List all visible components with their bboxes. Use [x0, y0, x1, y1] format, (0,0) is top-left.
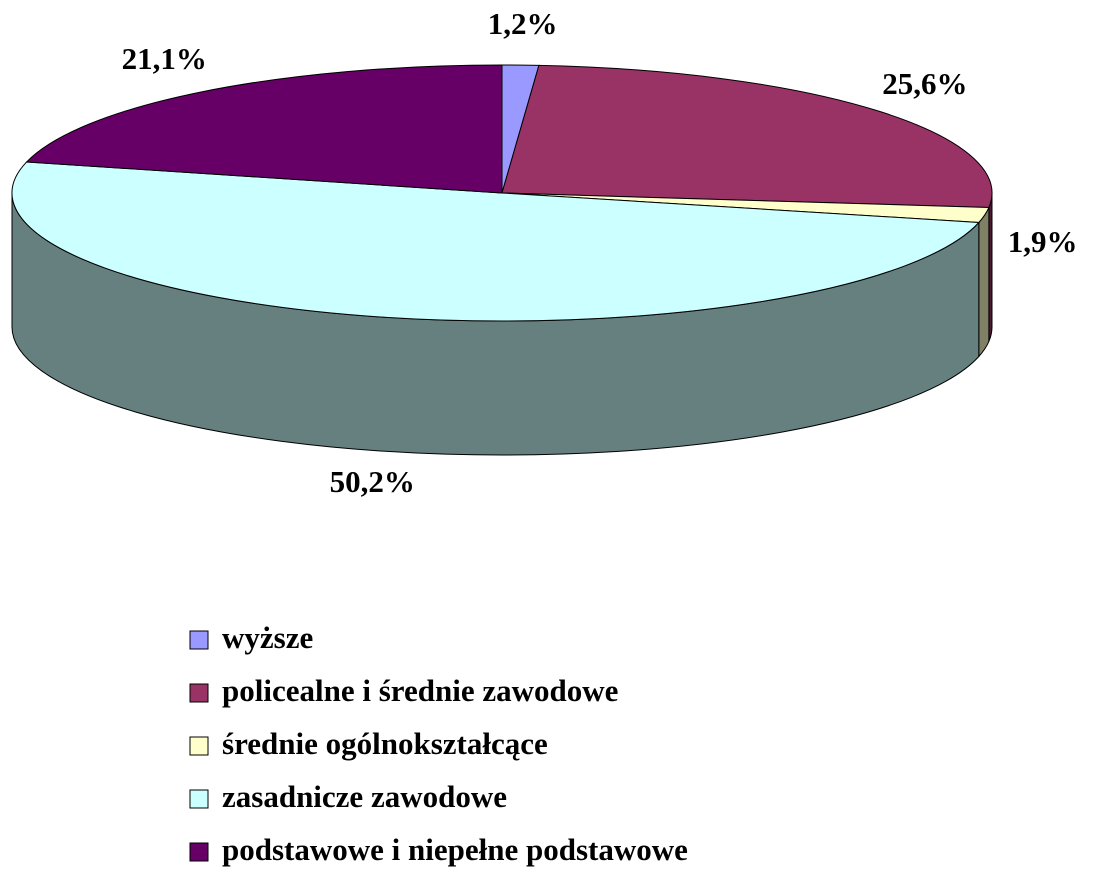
pie-slice: [11, 161, 980, 322]
legend-label: policealne i średnie zawodowe: [222, 673, 618, 708]
pie-slice: [501, 64, 993, 208]
legend-swatch: [189, 789, 209, 809]
legend-label: średnie ogólnokształcące: [222, 726, 548, 761]
pie-side: [978, 207, 990, 358]
legend-label: podstawowe i niepełne podstawowe: [222, 832, 688, 867]
legend-swatch: [189, 683, 209, 703]
legend-label: zasadnicze zawodowe: [222, 779, 507, 814]
data-label: 21,1%: [122, 41, 207, 76]
data-label: 1,2%: [488, 6, 558, 41]
legend-swatch: [189, 842, 209, 862]
legend-swatch: [189, 736, 209, 756]
data-label: 50,2%: [330, 464, 415, 499]
data-label: 1,9%: [1008, 224, 1078, 259]
legend-swatch: [189, 630, 209, 650]
pie-slice: [25, 64, 503, 194]
data-label: 25,6%: [882, 66, 967, 101]
legend-label: wyższe: [222, 620, 313, 655]
